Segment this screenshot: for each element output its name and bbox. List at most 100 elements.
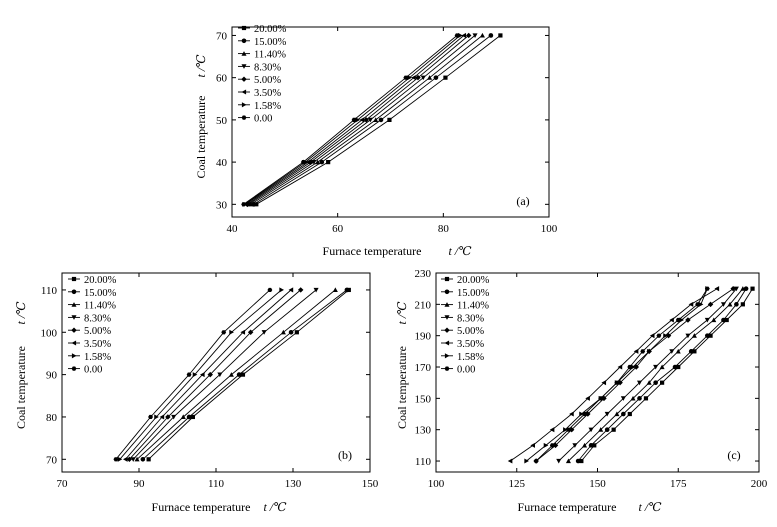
y-tick-label: 50: [216, 115, 228, 127]
marker-point: [307, 159, 314, 165]
y-tick-label: 110: [41, 285, 58, 297]
marker-point: [146, 457, 151, 462]
marker-point: [740, 286, 746, 291]
legend-entry: 11.40%: [254, 50, 286, 61]
series-5.00%: [533, 285, 736, 464]
marker-point: [444, 366, 450, 371]
series-line: [577, 288, 747, 462]
x-tick-label: 125: [509, 478, 526, 490]
marker-point: [604, 411, 610, 417]
y-tick-label: 110: [415, 456, 432, 468]
marker-point: [601, 395, 607, 402]
marker-point: [733, 286, 739, 292]
marker-point: [582, 411, 587, 417]
marker-point: [698, 301, 704, 307]
x-tick-label: 90: [134, 478, 146, 490]
marker-point: [695, 302, 701, 307]
marker-point: [444, 353, 450, 359]
legend-entry: 8.30%: [457, 313, 484, 324]
marker-point: [588, 427, 594, 433]
marker-point: [241, 102, 247, 108]
marker-point: [407, 75, 413, 81]
marker-point: [373, 117, 379, 122]
marker-point: [444, 340, 450, 346]
legend-entry: 1.58%: [84, 352, 111, 363]
marker-point: [241, 38, 247, 44]
marker-point: [241, 115, 247, 120]
marker-point: [241, 76, 247, 82]
marker-point: [707, 301, 714, 308]
marker-point: [148, 414, 153, 420]
series-15.00%: [575, 286, 749, 464]
marker-point: [180, 414, 186, 420]
marker-point: [241, 89, 247, 95]
marker-point: [498, 33, 503, 38]
marker-point: [488, 33, 494, 38]
marker-point: [604, 427, 610, 433]
panel-label: (c): [727, 448, 740, 462]
series-line: [535, 288, 708, 462]
marker-point: [427, 75, 433, 80]
marker-point: [588, 443, 594, 448]
y-axis-unit: t /℃: [395, 301, 409, 325]
marker-point: [288, 329, 294, 335]
x-axis-unit: t /℃: [263, 500, 287, 514]
marker-point: [598, 396, 604, 401]
marker-point: [200, 372, 205, 378]
marker-point: [159, 414, 165, 420]
marker-point: [280, 329, 286, 335]
x-tick-label: 175: [670, 478, 687, 490]
marker-point: [217, 372, 223, 378]
marker-point: [387, 117, 392, 122]
x-axis-label: Furnace temperature: [152, 500, 251, 514]
marker-point: [326, 160, 331, 165]
panel-label: (a): [516, 194, 529, 208]
marker-point: [359, 117, 365, 123]
marker-point: [569, 411, 574, 417]
marker-point: [630, 364, 636, 370]
y-tick-label: 190: [415, 331, 432, 343]
marker-point: [734, 302, 739, 307]
marker-point: [598, 427, 604, 432]
x-axis-label: Furnace temperature: [323, 244, 422, 258]
marker-point: [288, 287, 294, 293]
series-line: [581, 288, 753, 462]
y-axis-label: Coal temperature: [194, 96, 208, 179]
y-axis-label: Coal temperature: [14, 346, 28, 429]
marker-point: [192, 372, 198, 378]
y-tick-label: 170: [415, 362, 432, 374]
legend-entry: 8.30%: [254, 62, 281, 73]
marker-point: [71, 302, 77, 307]
marker-point: [669, 349, 675, 354]
marker-point: [675, 348, 681, 354]
marker-point: [186, 414, 192, 420]
series-line: [129, 289, 301, 460]
marker-point: [627, 411, 632, 417]
marker-point: [113, 457, 119, 462]
y-tick-label: 40: [216, 157, 228, 169]
marker-point: [221, 330, 227, 335]
marker-point: [614, 380, 620, 385]
series-20.00%: [579, 286, 755, 464]
marker-point: [730, 285, 736, 292]
legend-entry: 0.00: [84, 365, 102, 376]
marker-point: [660, 380, 665, 385]
y-tick-label: 70: [46, 454, 58, 466]
y-tick-label: 210: [415, 299, 432, 311]
marker-point: [507, 458, 513, 464]
y-axis-unit: t /℃: [14, 301, 28, 325]
legend-entry: 15.00%: [84, 288, 117, 299]
chart-panel-b: 70 90 110 130 150 70 80 90 100 110 20.00% 15.00% 11.…: [14, 272, 379, 514]
marker-point: [640, 349, 646, 354]
marker-point: [472, 33, 478, 38]
x-tick-label: 40: [227, 223, 239, 235]
marker-point: [344, 287, 350, 293]
marker-point: [533, 458, 539, 464]
marker-point: [653, 380, 658, 385]
marker-point: [241, 64, 247, 69]
marker-point: [71, 340, 77, 346]
marker-point: [704, 317, 710, 323]
marker-point: [672, 364, 678, 370]
x-axis-label: Furnace temperature: [518, 500, 617, 514]
